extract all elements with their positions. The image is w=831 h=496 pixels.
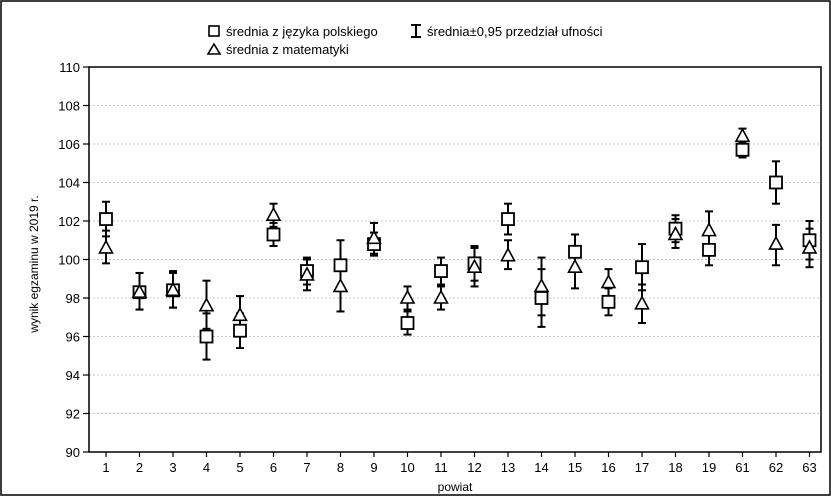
- x-tick-label: 11: [434, 460, 448, 475]
- point-math: [131, 283, 148, 299]
- x-tick-label: 12: [467, 460, 481, 475]
- point-math: [768, 235, 784, 250]
- legend-label-polish: średnia z języka polskiego: [226, 24, 378, 39]
- point-polish: [266, 227, 281, 242]
- y-axis: 90 92 94 96 98 100 102 104 106 108 110: [58, 60, 89, 460]
- point-math: [734, 127, 751, 143]
- point-math: [332, 277, 349, 293]
- point-math: [567, 258, 583, 274]
- y-tick-label: 108: [58, 99, 80, 114]
- x-tick-label: 6: [270, 460, 277, 475]
- point-math: [433, 289, 449, 304]
- point-math: [533, 277, 550, 293]
- y-tick-label: 104: [58, 176, 80, 191]
- point-math: [265, 206, 282, 222]
- point-math: [198, 297, 215, 312]
- point-math: [366, 229, 382, 245]
- legend-label-ci: średnia±0,95 przedział ufności: [427, 24, 603, 39]
- y-tick-label: 102: [58, 214, 80, 229]
- plot-area: [88, 66, 822, 453]
- legend-ci-marker: [411, 24, 421, 38]
- y-tick-label: 92: [66, 407, 80, 422]
- point-polish: [199, 329, 214, 344]
- x-tick-label: 10: [400, 460, 414, 475]
- point-polish: [735, 142, 750, 157]
- y-tick-label: 90: [66, 445, 80, 460]
- x-tick-label: 9: [370, 460, 377, 475]
- point-polish: [568, 244, 582, 259]
- point-polish: [601, 294, 616, 309]
- x-tick-label: 8: [337, 460, 344, 475]
- point-polish: [769, 175, 783, 190]
- x-tick-label: 7: [303, 460, 310, 475]
- x-tick-label: 16: [601, 460, 615, 475]
- x-tick-label: 19: [702, 460, 716, 475]
- legend-square-marker: [208, 25, 220, 37]
- point-polish: [702, 242, 716, 257]
- x-tick-label: 13: [501, 460, 515, 475]
- y-tick-label: 106: [58, 137, 80, 152]
- y-tick-label: 94: [66, 368, 80, 383]
- point-polish: [635, 260, 649, 275]
- point-polish: [99, 212, 113, 226]
- x-axis: 1 2 3 4 5 6 7 8 9 10 11 12 13 14 15 16 17 18 19 61 62 63: [102, 452, 817, 475]
- legend: średnia z języka polskiego średnia±0,95 …: [206, 24, 603, 57]
- point-polish: [233, 323, 247, 338]
- point-math: [500, 246, 516, 262]
- point-math: [165, 281, 181, 297]
- x-axis-title: powiat: [438, 480, 473, 494]
- x-tick-label: 14: [534, 460, 548, 475]
- x-tick-label: 18: [668, 460, 682, 475]
- point-math: [701, 221, 717, 237]
- legend-label-math: średnia z matematyki: [226, 42, 349, 57]
- y-tick-label: 98: [66, 291, 80, 306]
- point-math: [98, 239, 114, 254]
- x-tick-label: 4: [203, 460, 210, 475]
- point-math: [232, 306, 248, 322]
- y-tick-label: 100: [58, 253, 80, 268]
- y-tick-label: 96: [66, 330, 80, 345]
- x-tick-label: 1: [102, 460, 109, 475]
- point-math: [466, 258, 483, 274]
- point-polish: [400, 316, 415, 330]
- y-tick-label: 110: [59, 60, 80, 75]
- x-tick-label: 17: [635, 460, 649, 475]
- point-polish: [434, 264, 448, 278]
- point-polish: [501, 212, 515, 226]
- point-polish: [534, 291, 549, 305]
- x-tick-label: 3: [169, 460, 176, 475]
- point-math: [399, 289, 416, 304]
- point-math: [299, 266, 315, 281]
- x-tick-label: 61: [735, 460, 749, 475]
- y-axis-title: wynik egzaminu w 2019 r.: [27, 195, 41, 333]
- point-math: [600, 273, 617, 289]
- x-tick-label: 15: [568, 460, 582, 475]
- point-math: [634, 295, 650, 310]
- x-tick-label: 2: [136, 460, 143, 475]
- markers: [98, 127, 818, 344]
- point-math: [801, 239, 818, 254]
- x-tick-label: 5: [236, 460, 243, 475]
- x-tick-label: 63: [802, 460, 816, 475]
- point-polish: [333, 258, 348, 273]
- point-math: [667, 225, 684, 241]
- legend-triangle-marker: [206, 42, 222, 55]
- x-tick-label: 62: [769, 460, 783, 475]
